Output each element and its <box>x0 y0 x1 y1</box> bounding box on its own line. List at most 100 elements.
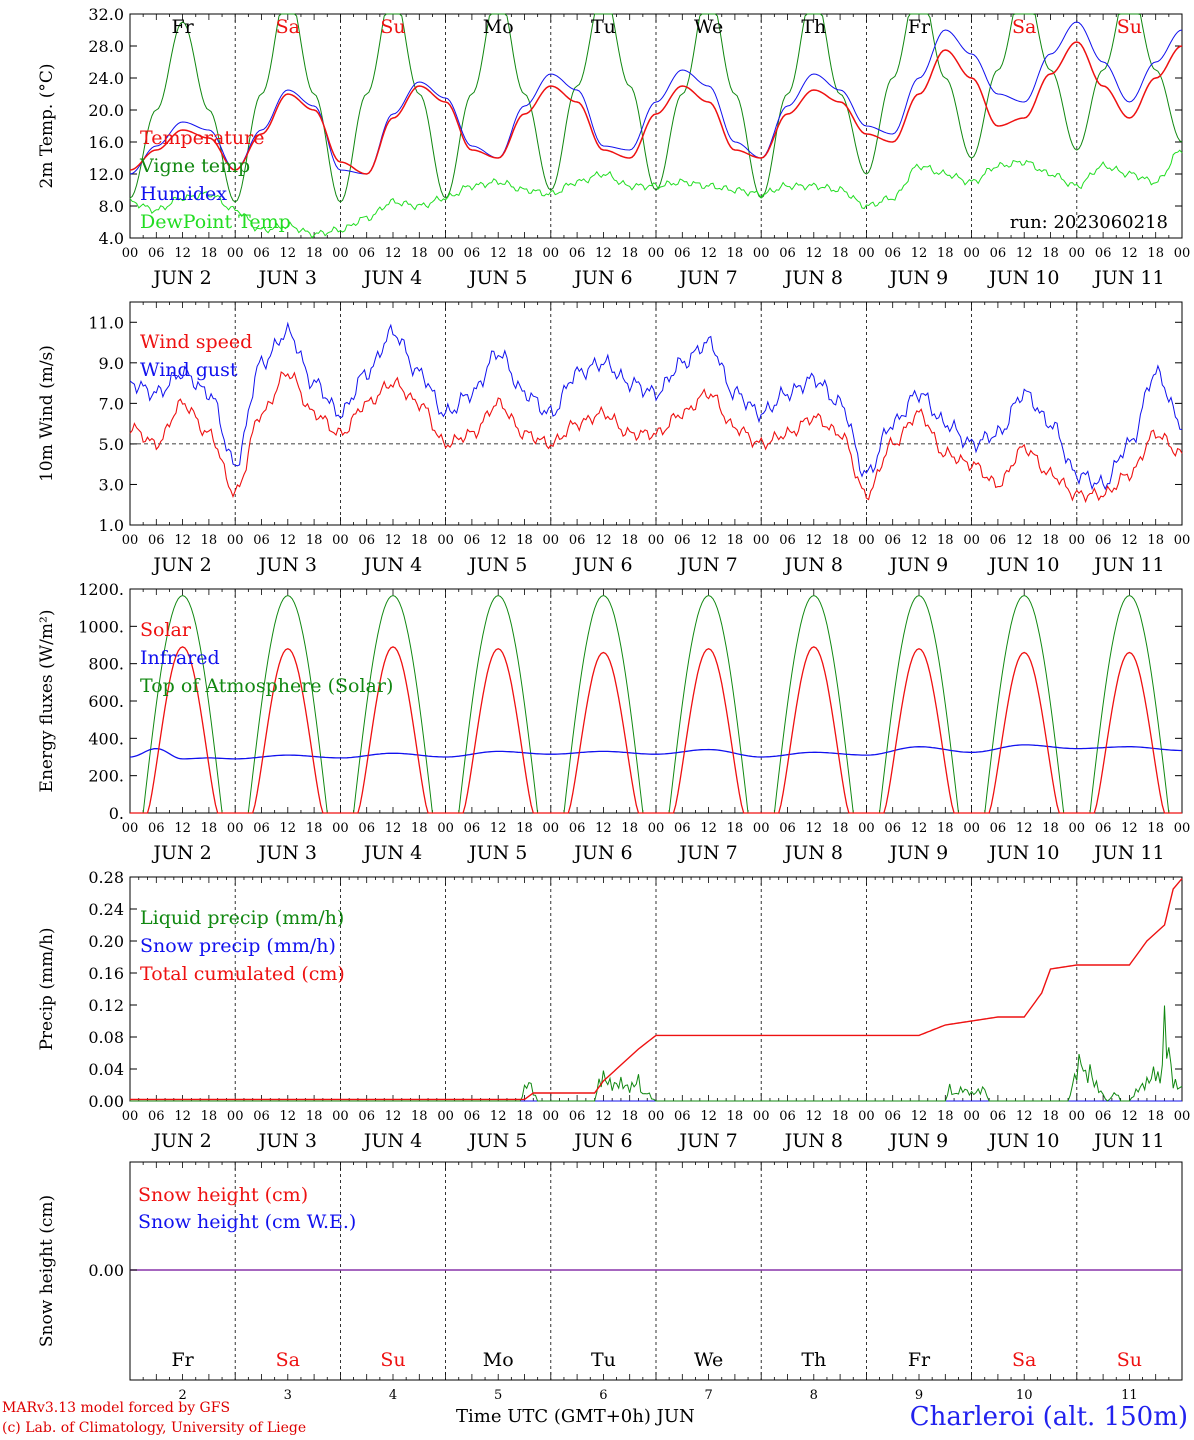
hour-tick-label: 06 <box>148 533 165 548</box>
hour-tick-label: 12 <box>595 821 612 836</box>
series-wind-gust <box>129 321 1183 491</box>
hour-tick-label: 18 <box>727 246 744 261</box>
date-label: JUN 3 <box>257 267 317 289</box>
weekday-label-bottom: Sa <box>276 1349 300 1371</box>
day-number-label: 10 <box>1016 1388 1033 1403</box>
legend-liquid-precip: Liquid precip (mm/h) <box>140 907 344 929</box>
hour-tick-label: 18 <box>1042 1109 1059 1124</box>
hour-tick-label: 06 <box>990 1109 1007 1124</box>
y-tick-label: 16.0 <box>88 133 124 152</box>
hour-tick-label: 06 <box>674 246 691 261</box>
hour-tick-label: 18 <box>516 1109 533 1124</box>
hour-tick-label: 12 <box>1016 821 1033 836</box>
date-label: JUN 8 <box>783 1130 843 1152</box>
weekday-label-bottom: Mo <box>483 1349 514 1371</box>
hour-tick-label: 06 <box>884 821 901 836</box>
hour-tick-label: 00 <box>437 246 454 261</box>
legend-snow-precip: Snow precip (mm/h) <box>140 935 336 957</box>
hour-tick-label: 18 <box>621 821 638 836</box>
legend-infrared: Infrared <box>140 647 220 669</box>
day-number-label: 2 <box>178 1388 186 1403</box>
hour-tick-label: 00 <box>753 533 770 548</box>
weekday-label: Sa <box>276 16 300 38</box>
hour-tick-label: 12 <box>174 533 191 548</box>
y-tick-label: 7.0 <box>99 394 124 413</box>
hour-tick-label: 18 <box>937 821 954 836</box>
date-label: JUN 2 <box>151 1130 211 1152</box>
date-label: JUN 10 <box>987 267 1059 289</box>
y-tick-label: 0.24 <box>88 900 124 919</box>
date-label: JUN 6 <box>572 1130 632 1152</box>
hour-tick-label: 12 <box>385 246 402 261</box>
hour-tick-label: 00 <box>543 1109 560 1124</box>
hour-tick-label: 18 <box>1042 821 1059 836</box>
y-tick-label: 0.00 <box>88 1261 124 1280</box>
hour-tick-label: 12 <box>385 533 402 548</box>
hour-tick-label: 00 <box>1174 533 1191 548</box>
hour-tick-label: 00 <box>1069 246 1086 261</box>
hour-tick-label: 00 <box>963 1109 980 1124</box>
hour-tick-label: 12 <box>1016 246 1033 261</box>
hour-tick-label: 06 <box>779 533 796 548</box>
y-tick-label: 12.0 <box>88 165 124 184</box>
y-tick-label: 4.0 <box>99 229 124 248</box>
hour-tick-label: 00 <box>437 1109 454 1124</box>
hour-tick-label: 18 <box>621 1109 638 1124</box>
hour-tick-label: 18 <box>832 821 849 836</box>
y-tick-label: 0.16 <box>88 964 124 983</box>
weekday-label-bottom: We <box>694 1349 723 1371</box>
hour-tick-label: 00 <box>858 1109 875 1124</box>
legend-snow-height: Snow height (cm) <box>138 1184 308 1206</box>
hour-tick-label: 06 <box>674 821 691 836</box>
hour-tick-label: 06 <box>464 533 481 548</box>
hour-tick-label: 00 <box>227 533 244 548</box>
legend-solar: Solar <box>140 619 192 641</box>
hour-tick-label: 18 <box>832 1109 849 1124</box>
hour-tick-label: 06 <box>358 1109 375 1124</box>
hour-tick-label: 06 <box>148 821 165 836</box>
legend-total-cumulated: Total cumulated (cm) <box>140 963 345 985</box>
hour-tick-label: 18 <box>306 1109 323 1124</box>
date-label: JUN 4 <box>362 554 422 576</box>
hour-tick-label: 00 <box>1069 821 1086 836</box>
hour-tick-label: 18 <box>1042 533 1059 548</box>
date-label: JUN 8 <box>783 554 843 576</box>
series-liquid-precip <box>130 1005 1183 1102</box>
hour-tick-label: 00 <box>648 246 665 261</box>
hour-tick-label: 06 <box>779 246 796 261</box>
y-tick-label: 0.08 <box>88 1028 124 1047</box>
hour-tick-label: 12 <box>1016 533 1033 548</box>
hour-tick-label: 00 <box>1174 246 1191 261</box>
y-tick-label: 0.28 <box>88 868 124 887</box>
date-label: JUN 6 <box>572 267 632 289</box>
hour-tick-label: 18 <box>201 821 218 836</box>
hour-tick-label: 18 <box>937 246 954 261</box>
model-credit: MARv3.13 model forced by GFS <box>2 1400 231 1416</box>
hour-tick-label: 06 <box>253 821 270 836</box>
date-label: JUN 3 <box>257 554 317 576</box>
hour-tick-label: 12 <box>700 1109 717 1124</box>
hour-tick-label: 06 <box>569 533 586 548</box>
hour-tick-label: 12 <box>806 533 823 548</box>
hour-tick-label: 06 <box>358 533 375 548</box>
date-label: JUN 7 <box>677 842 737 864</box>
hour-tick-label: 06 <box>674 1109 691 1124</box>
hour-tick-label: 06 <box>358 821 375 836</box>
hour-tick-label: 12 <box>595 1109 612 1124</box>
date-label: JUN 7 <box>677 267 737 289</box>
hour-tick-label: 00 <box>1069 1109 1086 1124</box>
date-label: JUN 3 <box>257 1130 317 1152</box>
hour-tick-label: 18 <box>201 533 218 548</box>
day-number-label: 5 <box>494 1388 502 1403</box>
y-axis-label: Snow height (cm) <box>37 1195 57 1347</box>
hour-tick-label: 06 <box>779 1109 796 1124</box>
hour-tick-label: 06 <box>148 246 165 261</box>
hour-tick-label: 00 <box>332 246 349 261</box>
hour-tick-label: 00 <box>122 821 139 836</box>
hour-tick-label: 00 <box>963 246 980 261</box>
y-tick-label: 11.0 <box>88 313 124 332</box>
date-label: JUN 2 <box>151 267 211 289</box>
hour-tick-label: 06 <box>148 1109 165 1124</box>
hour-tick-label: 00 <box>122 533 139 548</box>
panel-frame-wind <box>129 301 1183 526</box>
